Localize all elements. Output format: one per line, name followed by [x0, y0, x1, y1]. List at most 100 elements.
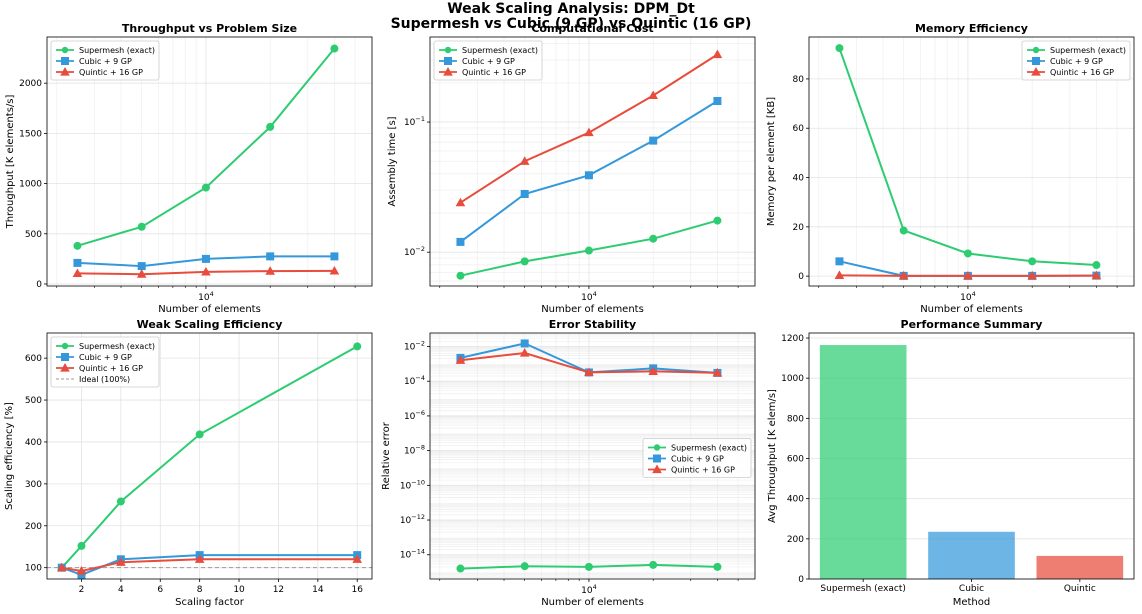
legend-marker [1032, 57, 1040, 65]
data-point [136, 269, 147, 278]
plot-frame [46, 332, 373, 580]
data-point [520, 189, 529, 198]
x-axis-label: Number of elements [541, 597, 644, 608]
legend-label: Ideal (100%) [79, 375, 130, 384]
data-point [649, 560, 658, 569]
y-tick-label: 60 [793, 124, 805, 134]
x-tick-label: Supermesh (exact) [820, 584, 906, 594]
data-point [1028, 257, 1037, 266]
y-tick-label: 200 [787, 535, 804, 545]
data-point [195, 430, 204, 439]
x-tick-label: 12 [273, 585, 284, 595]
plot-frame [808, 332, 1135, 580]
legend-frame [1021, 40, 1131, 81]
legend-label: Cubic + 9 GP [79, 57, 132, 66]
y-tick-label: 10−14 [400, 548, 425, 561]
data-point [520, 339, 529, 348]
data-point [584, 127, 594, 137]
y-tick-label: 40 [793, 174, 805, 184]
y-axis-label: Scaling efficiency [%] [4, 402, 15, 510]
y-tick-label: 300 [25, 480, 42, 490]
chart-title: Error Stability [549, 318, 636, 331]
legend-label: Cubic + 9 GP [1050, 57, 1103, 66]
plot-frame [808, 36, 1135, 287]
legend-label: Supermesh (exact) [79, 342, 155, 351]
data-point [520, 257, 529, 266]
data-point [712, 367, 723, 377]
bar-1 [819, 345, 907, 579]
data-point [265, 266, 275, 275]
x-tick-label: 10 [233, 585, 245, 595]
data-point [330, 252, 339, 261]
data-point [648, 366, 658, 375]
data-point [584, 171, 593, 180]
data-point [352, 554, 363, 563]
y-tick-label: 400 [787, 495, 804, 505]
legend-label: Supermesh (exact) [462, 46, 538, 55]
data-point [713, 216, 722, 225]
x-axis-label: Method [953, 597, 991, 608]
chart-efficiency: Weak Scaling Efficiency 100 200 300 400 500 60… [4, 318, 373, 608]
y-tick-label: 80 [793, 75, 805, 85]
legend: Supermesh (exact) Cubic + 9 GP Quintic + 1… [433, 40, 543, 81]
data-point [898, 270, 909, 280]
data-point [266, 122, 275, 131]
legend-marker [61, 57, 69, 65]
legend-marker [443, 67, 453, 76]
x-tick-label: 104 [581, 583, 597, 596]
data-point [77, 570, 86, 579]
x-tick-label: 4 [118, 585, 124, 595]
data-point [1092, 261, 1101, 270]
plot-frame [46, 36, 373, 287]
y-axis-label: Assembly time [s] [387, 116, 398, 206]
data-point [584, 246, 593, 255]
x-tick-label: 104 [581, 290, 597, 303]
x-tick-label: 2 [79, 585, 85, 595]
legend: Supermesh (exact) Cubic + 9 GP Quintic + 1… [1021, 40, 1131, 81]
y-axis-label: Avg Throughput [K elem/s] [767, 389, 778, 523]
y-tick-label: 600 [25, 354, 42, 364]
y-tick-label: 1200 [781, 334, 804, 344]
legend-marker [61, 342, 69, 350]
data-point [72, 268, 83, 278]
x-tick-label: 16 [352, 585, 364, 595]
data-point [455, 355, 466, 364]
legend-frame [50, 336, 160, 388]
y-tick-label: 10−12 [400, 513, 425, 526]
y-tick-label: 2000 [19, 79, 42, 89]
y-tick-label: 0 [798, 272, 804, 282]
legend-marker [60, 363, 70, 372]
x-axis-label: Number of elements [541, 304, 644, 315]
x-tick-label: Quintic [1064, 584, 1096, 594]
legend-marker [1031, 67, 1041, 76]
data-point [266, 252, 275, 261]
y-tick-label: 100 [25, 564, 42, 574]
chart-title: Performance Summary [901, 318, 1043, 331]
chart-title: Throughput vs Problem Size [122, 22, 297, 35]
legend-label: Cubic + 9 GP [79, 353, 132, 362]
x-tick-label: 6 [157, 585, 163, 595]
data-point [353, 342, 362, 351]
x-tick-label: 104 [960, 290, 976, 303]
y-tick-label: 800 [787, 414, 804, 424]
y-tick-label: 1000 [781, 374, 804, 384]
legend-label: Supermesh (exact) [1050, 46, 1126, 55]
data-point [201, 254, 210, 263]
y-axis-label: Throughput [K elements/s] [5, 94, 16, 229]
data-point [201, 266, 211, 276]
chart-summary: Performance Summary 0 200 400 600 800 1000 1200… [767, 318, 1135, 608]
chart-error: Error Stability 10−14 10−12 10−10 10−8 10−6 10… [381, 318, 756, 608]
y-tick-label: 0 [798, 575, 804, 585]
data-point [73, 258, 82, 267]
y-tick-label: 1500 [19, 129, 42, 139]
y-tick-label: 200 [25, 522, 42, 532]
chart-throughput: Throughput vs Problem Size 0 500 1000 1500 20… [5, 22, 373, 315]
chart-title: Weak Scaling Efficiency [137, 318, 283, 331]
y-axis-label: Memory per element [KB] [766, 97, 777, 226]
bar-3 [1036, 555, 1124, 579]
x-tick-label: 104 [198, 290, 214, 303]
x-axis-label: Number of elements [158, 304, 261, 315]
legend-frame [50, 40, 160, 81]
